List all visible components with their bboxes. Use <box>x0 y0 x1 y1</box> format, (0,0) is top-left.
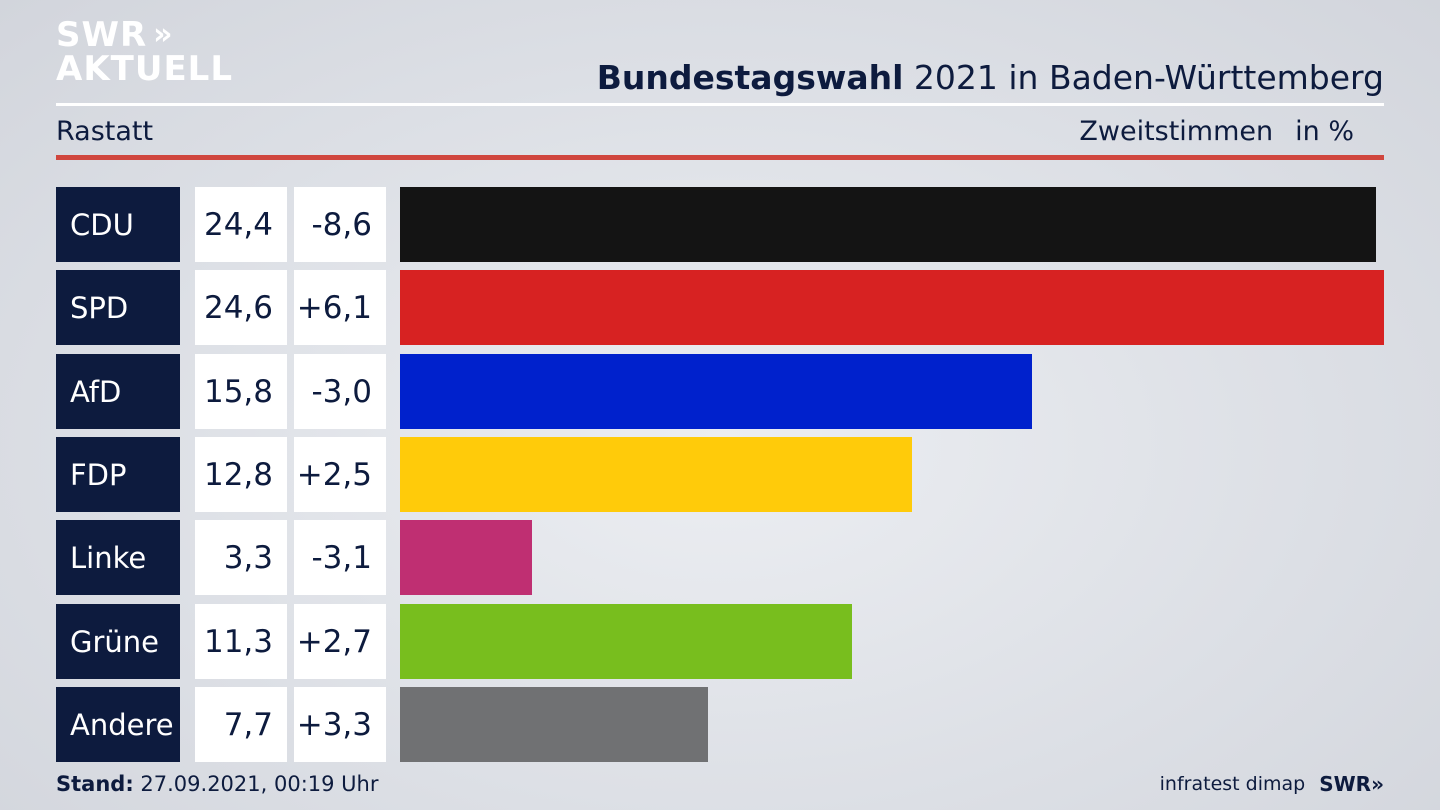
bar-row: FDP 12,8 +2,5 <box>56 437 1384 512</box>
swr-aktuell-logo: SWR» AKTUELL <box>56 15 234 89</box>
diff-label: +3,3 <box>294 687 386 762</box>
value-label: 12,8 <box>195 437 287 512</box>
chart-title-rest: 2021 in Baden-Württemberg <box>903 58 1384 97</box>
diff-label: -3,1 <box>294 520 386 595</box>
chart-title: Bundestagswahl 2021 in Baden-Württemberg <box>597 58 1384 97</box>
bar-spd <box>400 270 1384 345</box>
diff-label: +2,5 <box>294 437 386 512</box>
header-divider <box>56 103 1384 106</box>
value-label: 11,3 <box>195 604 287 679</box>
bar-row: Andere 7,7 +3,3 <box>56 687 1384 762</box>
metric-label: Zweitstimmen <box>1079 116 1274 147</box>
bar-row: SPD 24,6 +6,1 <box>56 270 1384 345</box>
source-label: infratest dimap <box>1159 773 1306 795</box>
party-label: FDP <box>56 437 180 512</box>
value-label: 15,8 <box>195 354 287 429</box>
source-credit: infratest dimap SWR» <box>1160 772 1384 796</box>
value-label: 24,4 <box>195 187 287 262</box>
diff-label: -3,0 <box>294 354 386 429</box>
logo-swr-text: SWR <box>56 15 148 55</box>
diff-label: -8,6 <box>294 187 386 262</box>
diff-label: +2,7 <box>294 604 386 679</box>
timestamp: Stand: 27.09.2021, 00:19 Uhr <box>56 772 379 796</box>
bar-grüne <box>400 604 852 679</box>
timestamp-label: Stand: <box>56 772 134 796</box>
bar-cdu <box>400 187 1376 262</box>
party-label: AfD <box>56 354 180 429</box>
value-label: 3,3 <box>195 520 287 595</box>
value-label: 24,6 <box>195 270 287 345</box>
bar-andere <box>400 687 708 762</box>
party-label: Andere <box>56 687 180 762</box>
timestamp-value: 27.09.2021, 00:19 Uhr <box>133 772 379 796</box>
bar-linke <box>400 520 532 595</box>
swr-small-logo: SWR» <box>1319 772 1384 796</box>
party-label: SPD <box>56 270 180 345</box>
region-label: Rastatt <box>56 116 154 147</box>
bar-fdp <box>400 437 912 512</box>
bar-row: AfD 15,8 -3,0 <box>56 354 1384 429</box>
bar-row: CDU 24,4 -8,6 <box>56 187 1384 262</box>
metric-label-group: Zweitstimmen in % <box>1079 116 1354 147</box>
party-label: Linke <box>56 520 180 595</box>
logo-chevrons-icon: » <box>153 17 173 52</box>
diff-label: +6,1 <box>294 270 386 345</box>
party-label: CDU <box>56 187 180 262</box>
chart-title-bold: Bundestagswahl <box>596 58 904 97</box>
bar-row: Linke 3,3 -3,1 <box>56 520 1384 595</box>
value-label: 7,7 <box>195 687 287 762</box>
logo-aktuell-text: AKTUELL <box>56 49 234 89</box>
unit-label: in % <box>1295 116 1354 147</box>
bar-row: Grüne 11,3 +2,7 <box>56 604 1384 679</box>
accent-divider <box>56 155 1384 160</box>
bar-afd <box>400 354 1032 429</box>
party-label: Grüne <box>56 604 180 679</box>
